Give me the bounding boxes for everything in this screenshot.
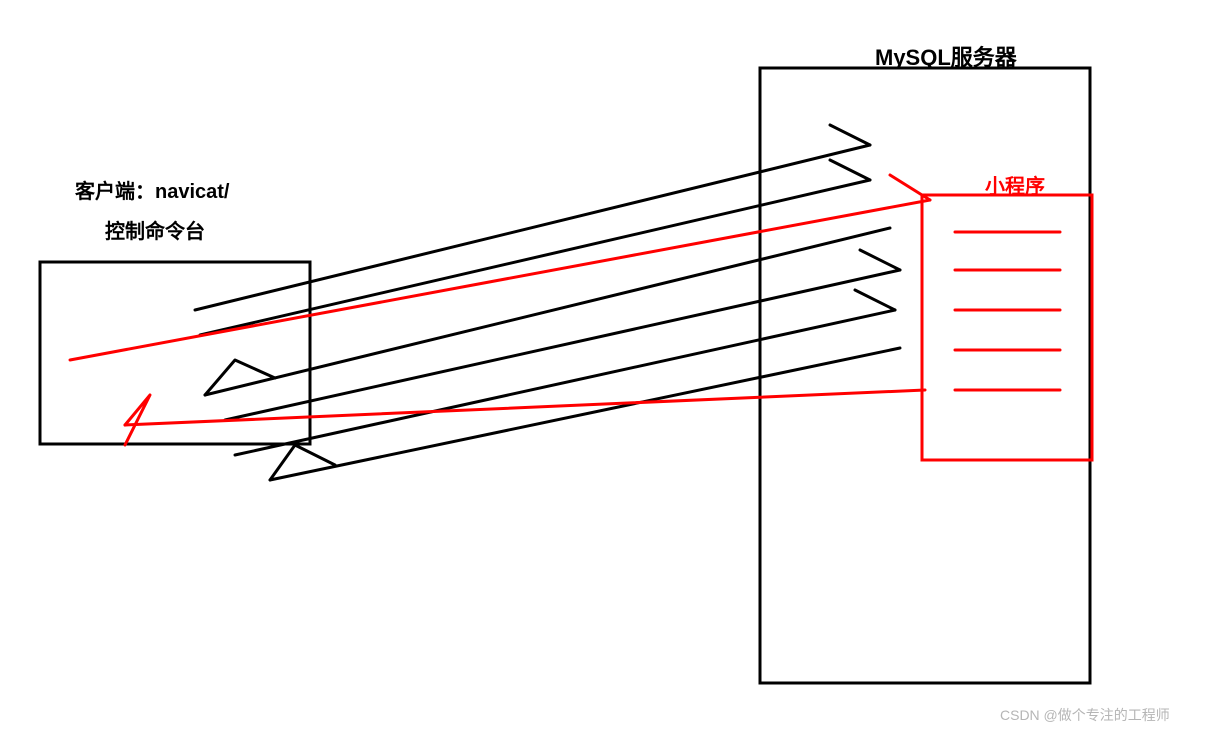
diagram-canvas: [0, 0, 1220, 729]
client-label-line1: 客户端：navicat/: [75, 175, 229, 204]
client-label-line2: 控制命令台: [105, 215, 205, 244]
mini-program-label: 小程序: [985, 170, 1045, 199]
server-title: MySQL服务器: [875, 40, 1017, 72]
watermark-text: CSDN @做个专注的工程师: [1000, 705, 1170, 725]
